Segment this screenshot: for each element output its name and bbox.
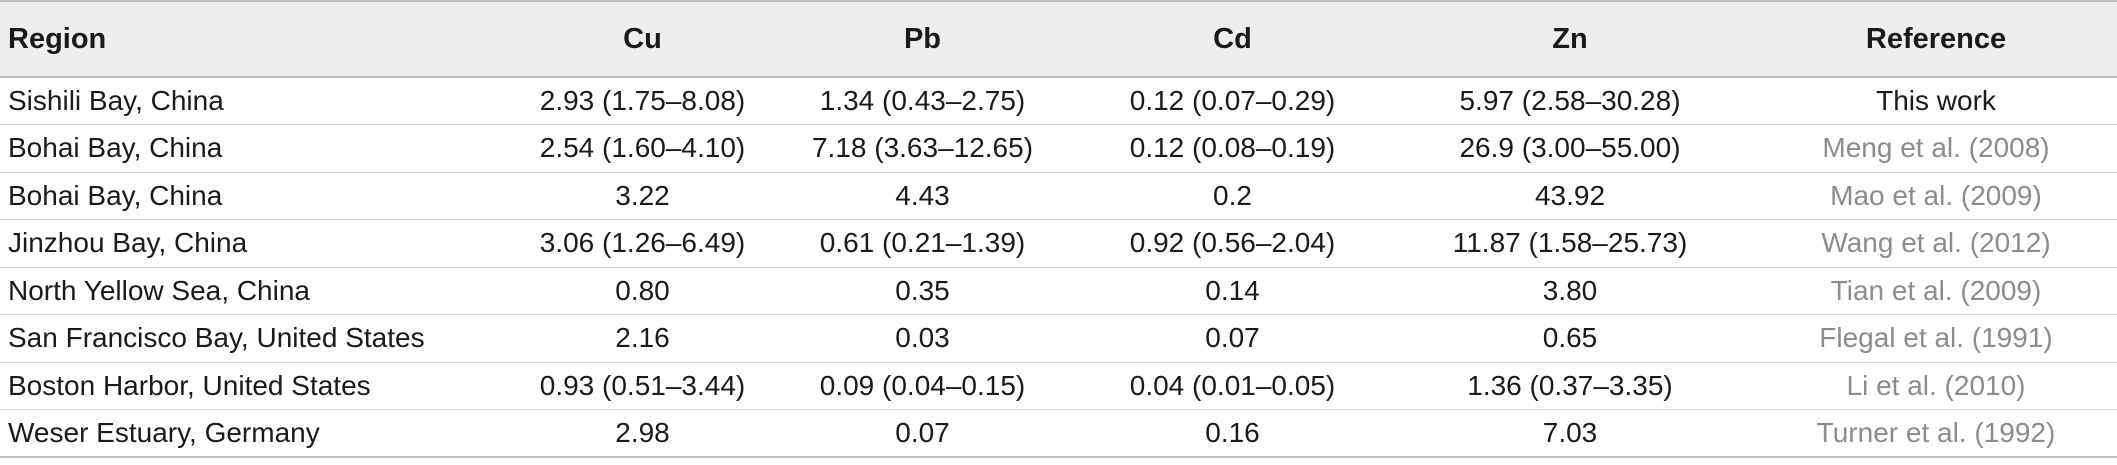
cell-pb: 0.61 (0.21–1.39) xyxy=(819,227,1026,259)
cell-region: Bohai Bay, China xyxy=(8,132,223,164)
cell-reference-link[interactable]: Flegal et al. (1991) xyxy=(1819,322,2053,354)
cell-region: Jinzhou Bay, China xyxy=(8,227,248,259)
cell-pb: 0.07 xyxy=(895,417,950,448)
cell-zn: 1.36 (0.37–3.35) xyxy=(1467,369,1673,401)
table-header: Region Cu Pb Cd Zn Reference xyxy=(0,1,2117,77)
cell-pb: 7.18 (3.63–12.65) xyxy=(811,132,1034,164)
cell-cd: 0.16 xyxy=(1205,417,1260,448)
cell-region: Boston Harbor, United States xyxy=(8,369,371,401)
cell-cu: 2.54 (1.60–4.10) xyxy=(539,132,746,164)
cell-region: San Francisco Bay, United States xyxy=(8,322,425,354)
cell-region: North Yellow Sea, China xyxy=(8,274,310,306)
cell-zn: 5.97 (2.58–30.28) xyxy=(1459,85,1681,116)
cell-pb: 0.35 xyxy=(895,274,950,306)
table-row: Weser Estuary, Germany 2.98 0.07 0.16 7.… xyxy=(0,410,2117,457)
cell-cu: 0.80 xyxy=(615,274,670,306)
cell-cd: 0.2 xyxy=(1213,179,1252,211)
cell-reference-link[interactable]: Mao et al. (2009) xyxy=(1830,179,2042,211)
table-row: Boston Harbor, United States 0.93 (0.51–… xyxy=(0,362,2117,410)
cell-zn: 7.03 xyxy=(1542,417,1598,448)
table-row: Bohai Bay, China 3.22 4.43 0.2 43.92 Mao… xyxy=(0,172,2117,220)
cell-cu: 3.22 xyxy=(615,179,670,211)
cell-reference-link[interactable]: Meng et al. (2008) xyxy=(1822,132,2050,164)
cell-zn: 0.65 xyxy=(1542,322,1598,354)
cell-pb: 1.34 (0.43–2.75) xyxy=(819,85,1026,116)
table-row: Jinzhou Bay, China 3.06 (1.26–6.49) 0.61… xyxy=(0,220,2117,267)
table-row: North Yellow Sea, China 0.80 0.35 0.14 3… xyxy=(0,267,2117,315)
cell-zn: 26.9 (3.00–55.00) xyxy=(1459,132,1681,164)
header-row: Region Cu Pb Cd Zn Reference xyxy=(0,1,2117,77)
cell-cu: 2.93 (1.75–8.08) xyxy=(539,85,746,116)
cell-region: Sishili Bay, China xyxy=(8,85,224,116)
cell-reference-link[interactable]: Li et al. (2010) xyxy=(1846,369,2026,401)
cell-cd: 0.07 xyxy=(1205,322,1260,354)
column-header-reference: Reference xyxy=(1865,22,2007,55)
column-header-cu: Cu xyxy=(623,22,662,55)
cell-cd: 0.14 xyxy=(1205,274,1260,306)
cell-reference-link[interactable]: Turner et al. (1992) xyxy=(1816,417,2056,448)
cell-zn: 43.92 xyxy=(1534,179,1606,211)
cell-reference: This work xyxy=(1876,85,1996,116)
cell-cu: 3.06 (1.26–6.49) xyxy=(539,227,746,259)
cell-cd: 0.92 (0.56–2.04) xyxy=(1129,227,1336,259)
column-header-region: Region xyxy=(8,22,107,55)
cell-cd: 0.04 (0.01–0.05) xyxy=(1129,369,1336,401)
cell-pb: 0.03 xyxy=(895,322,950,354)
cell-zn: 11.87 (1.58–25.73) xyxy=(1452,227,1688,259)
column-header-zn: Zn xyxy=(1552,22,1588,55)
cell-region: Weser Estuary, Germany xyxy=(8,417,320,448)
column-header-pb: Pb xyxy=(903,22,942,55)
cell-pb: 4.43 xyxy=(895,179,950,211)
cell-cd: 0.12 (0.07–0.29) xyxy=(1129,85,1336,116)
cell-reference-link[interactable]: Tian et al. (2009) xyxy=(1830,274,2042,306)
table-row: Sishili Bay, China 2.93 (1.75–8.08) 1.34… xyxy=(0,77,2117,125)
table-body: Sishili Bay, China 2.93 (1.75–8.08) 1.34… xyxy=(0,77,2117,457)
table-row: San Francisco Bay, United States 2.16 0.… xyxy=(0,315,2117,362)
cell-pb: 0.09 (0.04–0.15) xyxy=(819,369,1026,401)
table-row: Bohai Bay, China 2.54 (1.60–4.10) 7.18 (… xyxy=(0,125,2117,172)
column-header-cd: Cd xyxy=(1213,22,1252,55)
cell-reference-link[interactable]: Wang et al. (2012) xyxy=(1821,227,2051,259)
cell-cu: 2.16 xyxy=(615,322,670,354)
cell-region: Bohai Bay, China xyxy=(8,179,223,211)
cell-cu: 0.93 (0.51–3.44) xyxy=(539,369,746,401)
cell-cu: 2.98 xyxy=(615,417,670,448)
cell-cd: 0.12 (0.08–0.19) xyxy=(1129,132,1336,164)
cell-zn: 3.80 xyxy=(1542,274,1598,306)
